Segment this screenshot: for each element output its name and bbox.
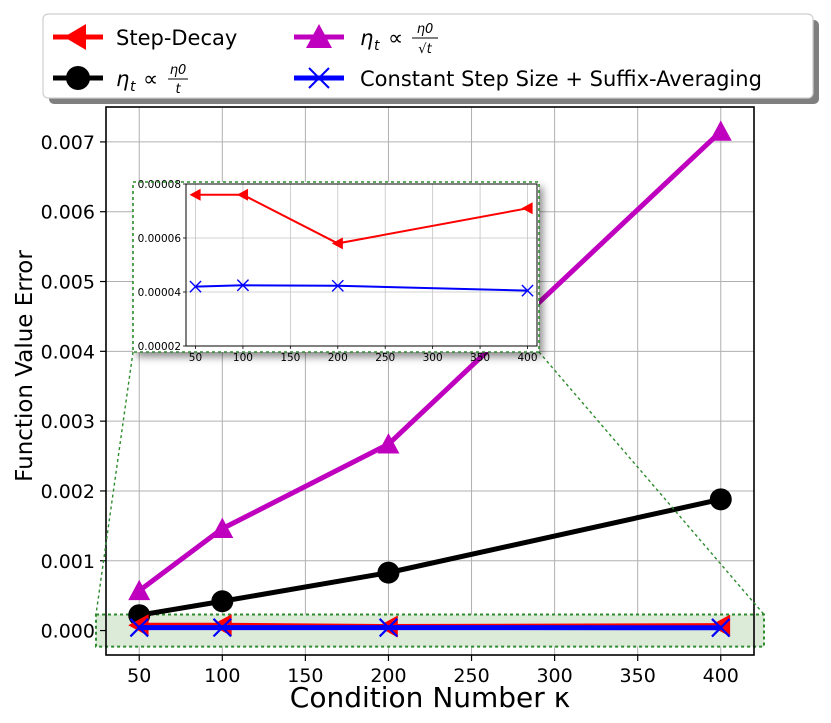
series-t-0-t-marker [128, 579, 151, 601]
inset-x-tick-label: 300 [423, 352, 443, 364]
inset-series-step-decay-marker [236, 188, 249, 201]
inset-y-tick-label: 0.00004 [138, 287, 182, 299]
legend-eta-1: η [116, 67, 129, 91]
series-t-0-t-marker [211, 517, 234, 538]
inset-series-constant-step-size-suffix-averaging-line [195, 284, 528, 292]
legend-label-inverse-sqrt-t: η t ∝ η0 √t [360, 22, 438, 57]
series-t-0-t-line [137, 129, 723, 593]
y-tick-label: 0.007 [41, 132, 95, 154]
series-constant-step-size-suffix-averaging-marker [212, 618, 232, 638]
legend: Step-Decay η t ∝ η0 t η t ∝ η0 √t C [42, 13, 819, 104]
y-tick-label: 0.003 [41, 411, 95, 433]
plot-frame [105, 106, 755, 656]
x-tick-label: 150 [287, 665, 323, 687]
legend-propto-1: ∝ [143, 67, 158, 91]
inset-axes-frame [185, 183, 538, 347]
legend-marker-inverse-sqrt-t [306, 24, 332, 48]
series-t-0-t-line [138, 496, 722, 618]
inset-series-constant-step-size-suffix-averaging-marker [189, 280, 202, 293]
x-tick-label: 250 [453, 665, 489, 687]
x-tick-label: 350 [620, 665, 656, 687]
y-tick-label: 0.001 [41, 551, 95, 573]
inset-x-tick-label: 250 [375, 352, 395, 364]
y-tick-label: 0.002 [41, 481, 95, 503]
zoom-connector-left [95, 351, 134, 615]
inset-series-constant-step-size-suffix-averaging-marker [521, 284, 534, 297]
series-t-0-t-marker [211, 590, 234, 613]
legend-marker-inverse-t [66, 66, 90, 90]
y-tick-label: 0.000 [41, 621, 95, 643]
legend-den-1: t [175, 82, 181, 97]
legend-num-1: η0 [170, 63, 187, 78]
series-t-0-t-marker [709, 120, 732, 141]
inset-x-tick-label: 50 [189, 352, 202, 364]
zoom-region [95, 613, 765, 648]
main-ticks: 50 100 150 200 250 300 350 400 0.000 0.001 0.002 0.… [41, 132, 739, 687]
legend-propto-2: ∝ [388, 26, 403, 50]
inset-series-step-decay-line [195, 193, 528, 245]
legend-marker-constant-step [308, 67, 330, 89]
inset-series-constant-step-size-suffix-averaging-marker [331, 279, 344, 292]
inset-x-tick-label: 150 [280, 352, 300, 364]
y-tick-label: 0.004 [41, 341, 95, 363]
y-tick-label: 0.006 [41, 202, 95, 224]
legend-eta-2: η [360, 26, 373, 50]
legend-label-constant-step: Constant Step Size + Suffix-Averaging [360, 67, 762, 91]
inset-x-tick-label: 400 [517, 352, 537, 364]
main-series [128, 120, 732, 638]
inset-y-tick-label: 0.00002 [138, 341, 181, 353]
legend-sub-1: t [130, 79, 136, 95]
inset-series-step-decay-marker [331, 237, 343, 250]
series-constant-step-size-suffix-averaging-marker [129, 618, 149, 638]
series-constant-step-size-suffix-averaging-marker [378, 618, 399, 638]
legend-box [42, 13, 814, 99]
series-t-0-t-marker [709, 488, 732, 511]
legend-marker-step-decay [64, 24, 86, 50]
y-tick-label: 0.005 [41, 272, 95, 294]
legend-den-2: √t [418, 42, 432, 57]
legend-label-step-decay: Step-Decay [116, 26, 237, 50]
y-axis-label: Function Value Error [12, 250, 38, 482]
inset-series-step-decay-marker [521, 202, 533, 215]
inset-ticks: 50 100 150 200 250 300 350 400 0.00002 0.00004 0.0… [138, 179, 538, 364]
inset-panel: 50 100 150 200 250 300 350 400 0.00002 0.00004 0.0… [132, 179, 540, 364]
x-tick-label: 50 [127, 665, 151, 687]
x-axis-label: Condition Number κ [290, 681, 570, 714]
series-t-0-t-marker [377, 433, 400, 454]
inset-y-tick-label: 0.00008 [138, 179, 181, 191]
inset-x-tick-label: 100 [233, 352, 253, 364]
x-tick-label: 100 [204, 665, 240, 687]
legend-sub-2: t [374, 38, 380, 54]
inset-series-step-decay-marker [189, 188, 201, 201]
series-constant-step-size-suffix-averaging-marker [711, 618, 731, 638]
inset-shadow-box [133, 182, 539, 352]
zoom-connector-right [538, 351, 765, 615]
series-t-0-t-marker [377, 561, 400, 584]
inset-x-tick-label: 350 [470, 352, 490, 364]
x-tick-label: 300 [536, 665, 572, 687]
x-tick-label: 200 [370, 665, 406, 687]
inset-x-tick-label: 200 [328, 352, 348, 364]
legend-num-2: η0 [417, 22, 434, 37]
inset-series-constant-step-size-suffix-averaging-marker [236, 279, 250, 292]
zoom-connectors [95, 351, 765, 615]
inset-series [189, 188, 534, 297]
legend-label-inverse-t: η t ∝ η0 t [116, 63, 188, 97]
inset-y-tick-label: 0.00006 [138, 233, 182, 245]
zoom-box [95, 613, 765, 648]
x-tick-label: 400 [703, 665, 739, 687]
